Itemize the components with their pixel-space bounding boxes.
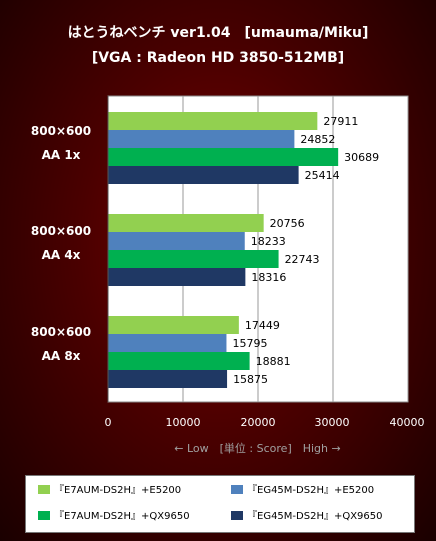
bar [108, 112, 318, 130]
x-tick-label: 20000 [240, 416, 276, 429]
bar [108, 214, 264, 232]
data-label: 27911 [323, 115, 358, 128]
bar [108, 370, 228, 388]
legend-item: 『EG45M-DS2H』+QX9650 [231, 511, 383, 523]
bar [108, 316, 239, 334]
x-tick-label: 0 [104, 416, 112, 429]
legend: 『E7AUM-DS2H』+E5200 『EG45M-DS2H』+E5200 『E… [25, 475, 415, 533]
bar [108, 232, 245, 250]
legend-swatch [231, 485, 243, 494]
legend-item: 『EG45M-DS2H』+E5200 [231, 485, 374, 497]
legend-swatch [231, 511, 243, 520]
bar [108, 250, 279, 268]
legend-item: 『E7AUM-DS2H』+E5200 [38, 485, 181, 497]
data-label: 22743 [285, 253, 320, 266]
bar [108, 130, 295, 148]
bar [108, 166, 299, 184]
bar [108, 268, 246, 286]
chart-subtitle: [VGA : Radeon HD 3850-512MB] [91, 50, 345, 66]
chart-title: はとうねベンチ ver1.04 [umauma/Miku] [67, 25, 369, 41]
data-label: 18316 [251, 271, 286, 284]
data-label: 15875 [233, 373, 268, 386]
x-tick-label: 10000 [165, 416, 201, 429]
category-label: 800×600 AA 4x [30, 224, 92, 262]
data-label: 30689 [344, 151, 379, 164]
x-tick-label: 30000 [314, 416, 350, 429]
data-label: 18233 [251, 235, 286, 248]
data-label: 24852 [300, 133, 335, 146]
legend-swatch [38, 485, 50, 494]
data-label: 18881 [256, 355, 291, 368]
bar [108, 334, 227, 352]
legend-item: 『E7AUM-DS2H』+QX9650 [38, 511, 190, 523]
data-label: 17449 [245, 319, 280, 332]
data-label: 25414 [305, 169, 340, 182]
data-label: 20756 [270, 217, 305, 230]
category-label: 800×600 AA 1x [30, 124, 92, 162]
x-tick-label: 40000 [389, 416, 425, 429]
bar [108, 352, 250, 370]
bar [108, 148, 339, 166]
legend-swatch [38, 511, 50, 520]
category-label: 800×600 AA 8x [30, 325, 92, 363]
x-axis-label: ← Low [単位 : Score] High → [174, 442, 341, 455]
data-label: 15795 [232, 337, 267, 350]
